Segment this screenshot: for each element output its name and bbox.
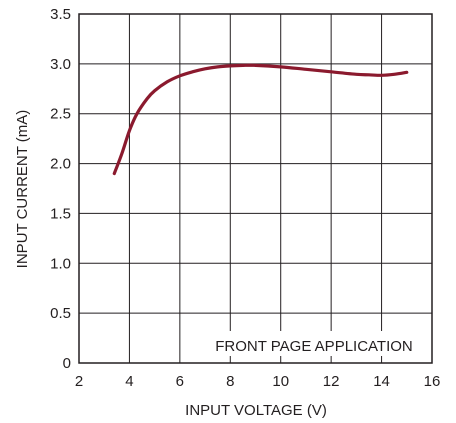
y-tick-label: 2.5 <box>50 106 71 123</box>
x-tick-label: 2 <box>75 373 83 390</box>
x-tick-label: 8 <box>226 373 234 390</box>
y-tick-label: 0.5 <box>50 305 71 322</box>
annotation-box <box>204 331 424 356</box>
series-line <box>112 63 409 176</box>
x-tick-label: 14 <box>373 373 390 390</box>
x-tick-label: 4 <box>125 373 133 390</box>
x-axis-label: INPUT VOLTAGE (V) <box>185 402 327 419</box>
y-tick-label: 3.5 <box>50 6 71 23</box>
annotation-label: FRONT PAGE APPLICATION <box>215 338 413 355</box>
y-tick-label: 2.0 <box>50 156 71 173</box>
y-tick-label: 1.5 <box>50 205 71 222</box>
y-tick-label: 3.0 <box>50 56 71 73</box>
tick-labels: 2 4 6 8 10 12 14 16 0 0.5 1.0 1.5 2.0 2.5 3.0 3.5 <box>50 6 440 390</box>
y-axis-label: INPUT CURRENT (mA) <box>14 110 31 269</box>
x-tick-label: 12 <box>323 373 340 390</box>
x-tick-label: 10 <box>272 373 289 390</box>
x-tick-label: 6 <box>176 373 184 390</box>
y-tick-label: 0 <box>63 355 71 372</box>
plot-frame <box>78 13 433 364</box>
x-tick-label: 16 <box>424 373 441 390</box>
y-tick-label: 1.0 <box>50 255 71 272</box>
